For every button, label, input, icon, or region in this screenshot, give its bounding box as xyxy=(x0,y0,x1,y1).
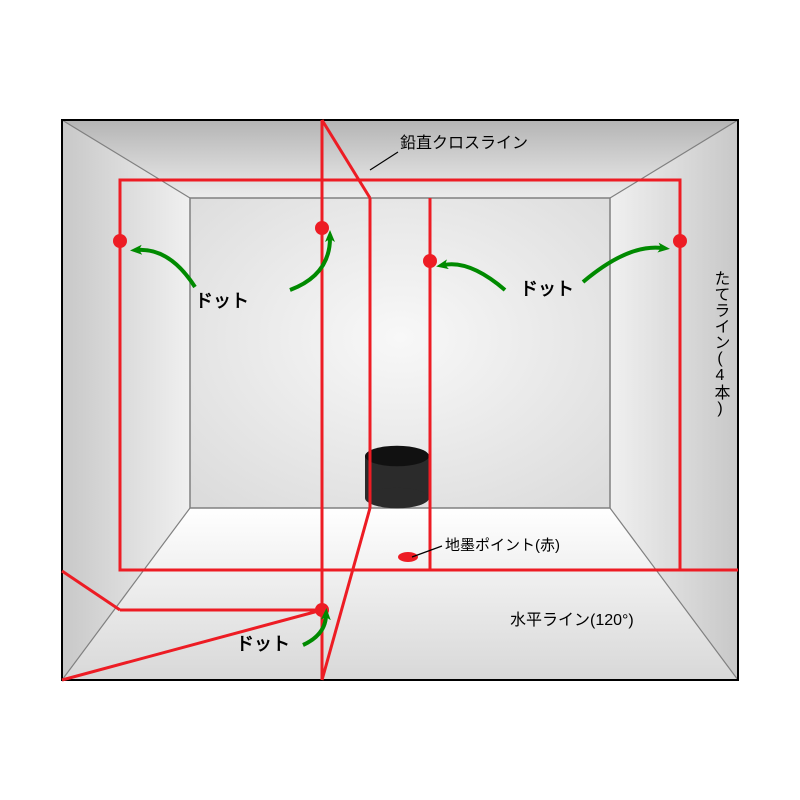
label-dot-right: ドット xyxy=(520,279,574,299)
laser-device xyxy=(365,446,429,508)
label-ground-point: 地墨ポイント(赤) xyxy=(445,537,560,554)
label-vert-line: たてライン(4本) xyxy=(712,270,731,417)
label-dot-left: ドット xyxy=(195,291,249,311)
label-horiz-line: 水平ライン(120°) xyxy=(510,611,634,629)
room-perspective xyxy=(62,120,738,680)
label-cross-line: 鉛直クロスライン xyxy=(400,134,528,152)
label-dot-bottom: ドット xyxy=(236,634,290,654)
